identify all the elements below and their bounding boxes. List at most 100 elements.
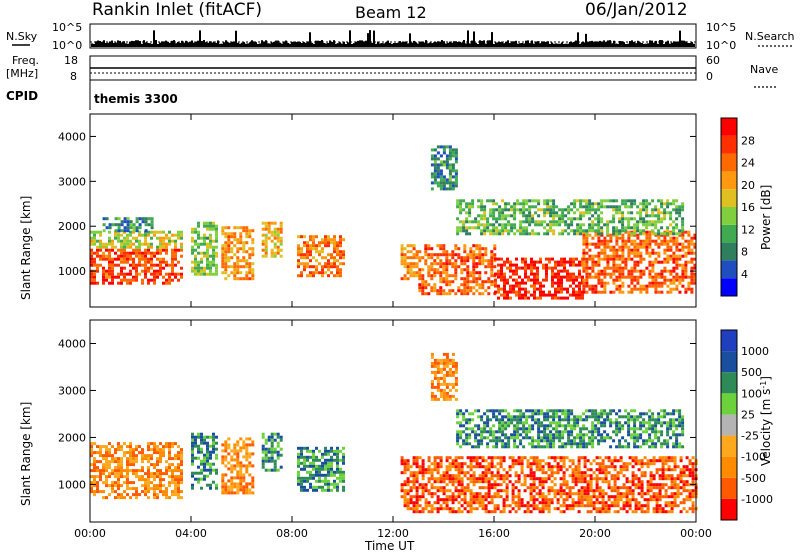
heatmap-cell <box>333 458 336 462</box>
heatmap-cell <box>536 260 539 264</box>
heatmap-cell <box>168 469 171 473</box>
heatmap-cell <box>619 486 623 490</box>
heatmap-cell <box>318 476 321 480</box>
heatmap-cell <box>123 451 126 455</box>
heatmap-cell <box>150 481 153 485</box>
heatmap-cell <box>215 468 218 472</box>
heatmap-cell <box>245 241 249 245</box>
heatmap-cell <box>631 471 635 475</box>
heatmap-cell <box>273 438 277 442</box>
heatmap-cell <box>171 233 174 237</box>
heatmap-cell <box>559 483 563 487</box>
heatmap-cell <box>654 251 658 255</box>
heatmap-cell <box>227 244 231 248</box>
heatmap-cell <box>321 488 324 492</box>
heatmap-cell <box>545 275 548 279</box>
heatmap-cell <box>276 236 280 240</box>
heatmap-cell <box>532 471 536 475</box>
heatmap-cell <box>209 471 212 475</box>
heatmap-cell <box>481 253 485 257</box>
heatmap-cell <box>102 251 105 255</box>
heatmap-cell <box>191 459 194 463</box>
heatmap-cell <box>400 250 404 254</box>
heatmap-cell <box>406 480 410 484</box>
heatmap-cell <box>564 229 568 233</box>
heatmap-cell <box>147 460 150 464</box>
heatmap-cell <box>156 251 159 255</box>
heatmap-cell <box>560 284 563 288</box>
heatmap-cell <box>672 236 676 240</box>
heatmap-cell <box>436 486 440 490</box>
heatmap-cell <box>454 151 458 155</box>
heatmap-cell <box>501 214 505 218</box>
heatmap-cell <box>309 473 312 477</box>
heatmap-cell <box>616 498 620 502</box>
heatmap-cell <box>625 480 629 484</box>
heatmap-cell <box>478 462 482 466</box>
heatmap-cell <box>603 272 607 276</box>
heatmap-cell <box>536 287 539 291</box>
heatmap-cell <box>236 491 240 495</box>
heatmap-cell <box>648 220 652 224</box>
heatmap-cell <box>318 470 321 474</box>
heatmap-cell <box>511 465 515 469</box>
heatmap-cell <box>634 501 638 505</box>
heatmap-cell <box>598 465 602 469</box>
heatmap-cell <box>538 459 542 463</box>
heatmap-cell <box>541 495 545 499</box>
heatmap-cell <box>477 214 481 218</box>
heatmap-cell <box>504 223 508 227</box>
heatmap-cell <box>430 495 434 499</box>
heatmap-cell <box>496 474 500 478</box>
heatmap-cell <box>597 263 601 267</box>
heatmap-cell <box>511 501 515 505</box>
heatmap-cell <box>309 449 312 453</box>
heatmap-cell <box>616 501 620 505</box>
heatmap-cell <box>557 281 560 285</box>
heatmap-cell <box>675 263 679 267</box>
heatmap-cell <box>652 495 656 499</box>
heatmap-cell <box>203 435 206 439</box>
heatmap-cell <box>466 283 470 287</box>
heatmap-cell <box>651 229 655 233</box>
heatmap-cell <box>583 465 587 469</box>
noise-bar <box>563 43 565 47</box>
heatmap-cell <box>547 492 551 496</box>
noise-bar <box>341 43 343 47</box>
heatmap-cell <box>342 250 345 254</box>
heatmap-cell <box>582 242 586 246</box>
heatmap-cell <box>567 232 571 236</box>
heatmap-cell <box>462 226 466 230</box>
heatmap-cell <box>681 275 685 279</box>
heatmap-cell <box>141 217 145 221</box>
noise-bar <box>455 41 457 47</box>
heatmap-cell <box>433 154 437 158</box>
heatmap-cell <box>442 160 446 164</box>
heatmap-cell <box>150 272 153 276</box>
heatmap-cell <box>147 487 150 491</box>
heatmap-cell <box>162 478 165 482</box>
heatmap-cell <box>538 510 542 514</box>
heatmap-cell <box>504 226 508 230</box>
heatmap-cell <box>483 232 487 236</box>
heatmap-cell <box>415 501 419 505</box>
heatmap-cell <box>639 208 643 212</box>
heatmap-cell <box>439 286 443 290</box>
heatmap-cell <box>463 471 467 475</box>
heatmap-cell <box>230 458 234 462</box>
noise-bar <box>293 41 295 47</box>
heatmap-cell <box>135 269 138 273</box>
heatmap-cell <box>233 274 237 278</box>
heatmap-cell <box>150 266 153 270</box>
heatmap-cell <box>93 484 96 488</box>
heatmap-cell <box>421 286 425 290</box>
heatmap-cell <box>645 239 649 243</box>
heatmap-cell <box>621 257 625 261</box>
heatmap-cell <box>645 248 649 252</box>
heatmap-cell <box>537 202 541 206</box>
heatmap-cell <box>309 274 312 278</box>
heatmap-cell <box>574 501 578 505</box>
heatmap-cell <box>681 278 685 282</box>
heatmap-cell <box>153 496 156 500</box>
heatmap-cell <box>666 269 670 273</box>
